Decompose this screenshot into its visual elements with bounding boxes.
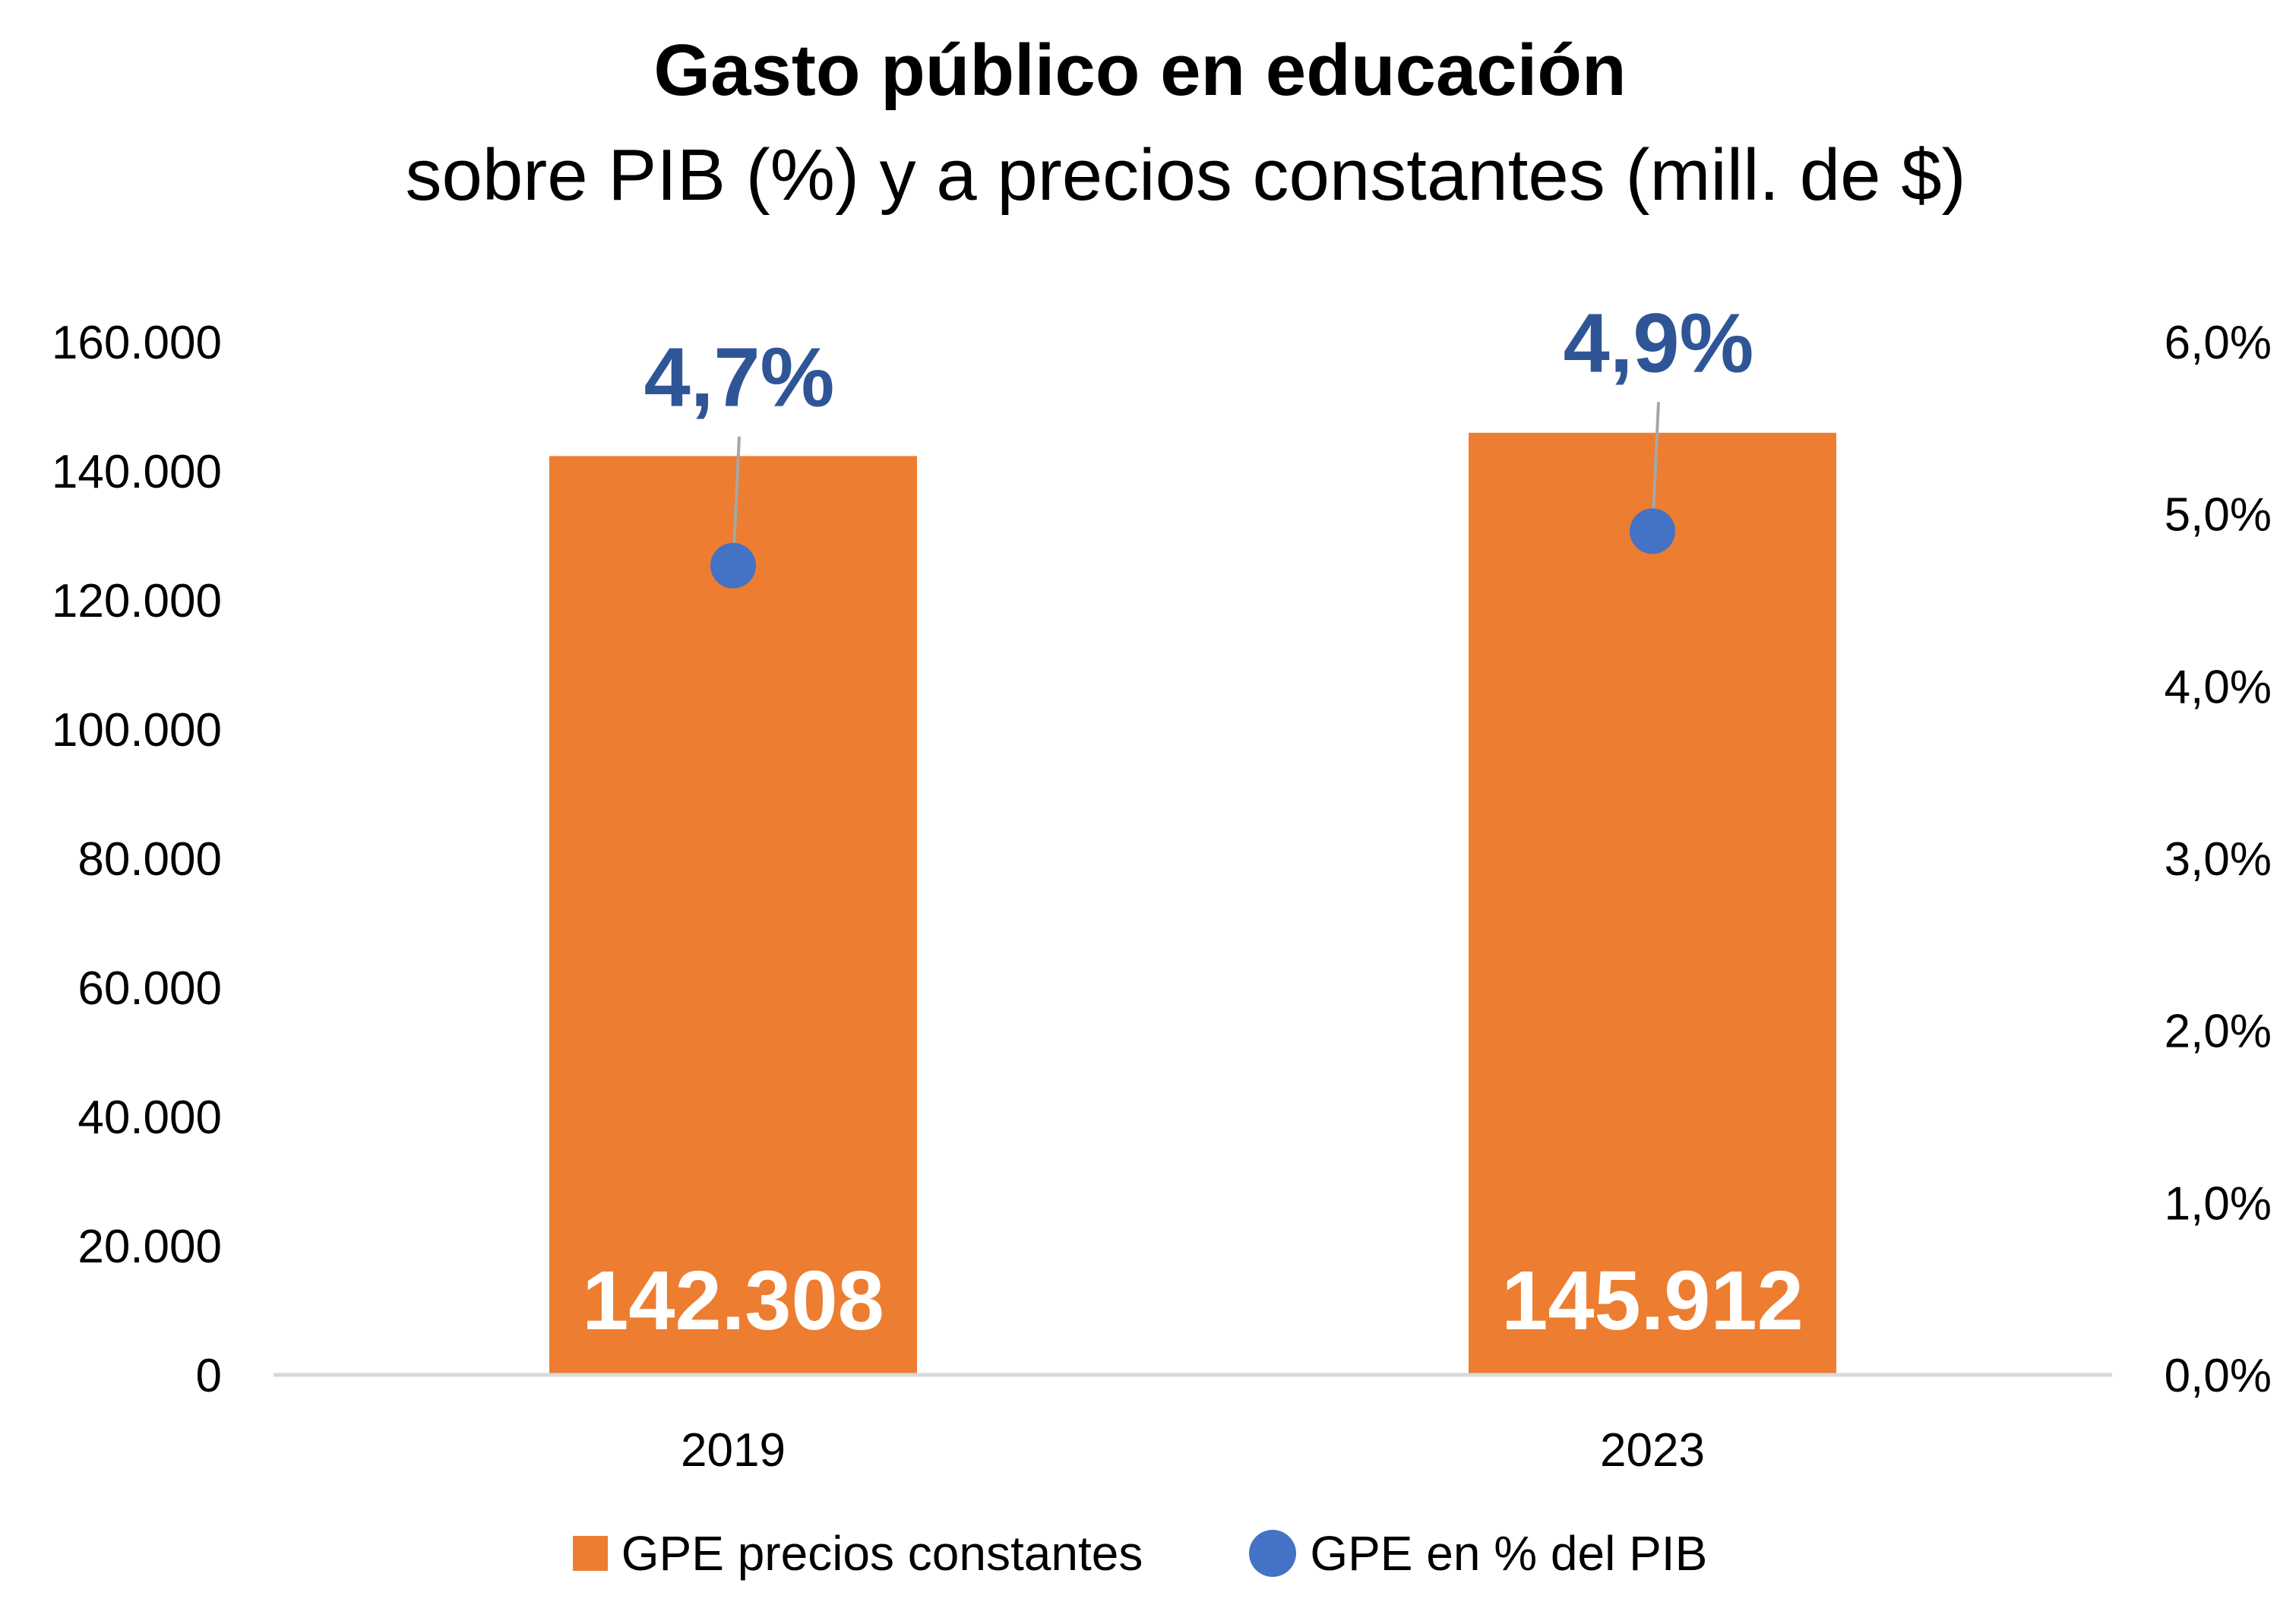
legend-swatch-points (1249, 1530, 1297, 1577)
point-series: 4,7% 4,9% (644, 296, 1754, 589)
chart-title: Gasto público en educación (653, 30, 1627, 111)
right-tick-label: 6,0% (2165, 317, 2272, 369)
left-tick-label: 40.000 (77, 1092, 222, 1144)
right-tick-label: 4,0% (2165, 661, 2272, 713)
point (1630, 508, 1675, 554)
right-axis: 0,0% 1,0% 2,0% 3,0% 4,0% 5,0% 6,0% (2165, 317, 2272, 1402)
bar-value-label: 142.308 (582, 1254, 884, 1348)
point (710, 542, 756, 589)
point-value-label: 4,9% (1564, 296, 1754, 390)
legend-label-points: GPE en % del PIB (1310, 1526, 1708, 1581)
right-tick-label: 0,0% (2165, 1350, 2272, 1402)
left-tick-label: 80.000 (77, 833, 222, 886)
right-tick-label: 1,0% (2165, 1177, 2272, 1230)
bar (549, 456, 917, 1375)
left-tick-label: 0 (196, 1350, 222, 1402)
left-tick-label: 140.000 (52, 446, 222, 498)
left-tick-label: 160.000 (52, 317, 222, 369)
point-value-label: 4,7% (644, 331, 835, 425)
bar (1469, 432, 1836, 1375)
left-tick-label: 120.000 (52, 575, 222, 627)
left-tick-label: 100.000 (52, 704, 222, 757)
right-tick-label: 2,0% (2165, 1006, 2272, 1058)
bar-series: 142.308 145.912 (549, 432, 1836, 1375)
x-tick-label: 2019 (681, 1424, 786, 1477)
right-tick-label: 3,0% (2165, 833, 2272, 886)
x-tick-label: 2023 (1600, 1424, 1705, 1477)
legend: GPE precios constantes GPE en % del PIB (0, 1519, 2280, 1588)
left-axis: 0 20.000 40.000 60.000 80.000 100.000 120.000 1… (52, 317, 222, 1402)
bar-value-label: 145.912 (1501, 1254, 1804, 1348)
x-axis-categories: 2019 2023 (681, 1424, 1705, 1477)
left-tick-label: 20.000 (77, 1221, 222, 1273)
right-tick-label: 5,0% (2165, 489, 2272, 542)
left-tick-label: 60.000 (77, 962, 222, 1015)
legend-item-points: GPE en % del PIB (1249, 1525, 1707, 1581)
legend-item-bars: GPE precios constantes (572, 1525, 1143, 1581)
chart-subtitle: sobre PIB (%) y a precios constantes (mi… (405, 134, 1966, 216)
legend-swatch-bars (572, 1536, 608, 1571)
legend-label-bars: GPE precios constantes (621, 1526, 1143, 1581)
